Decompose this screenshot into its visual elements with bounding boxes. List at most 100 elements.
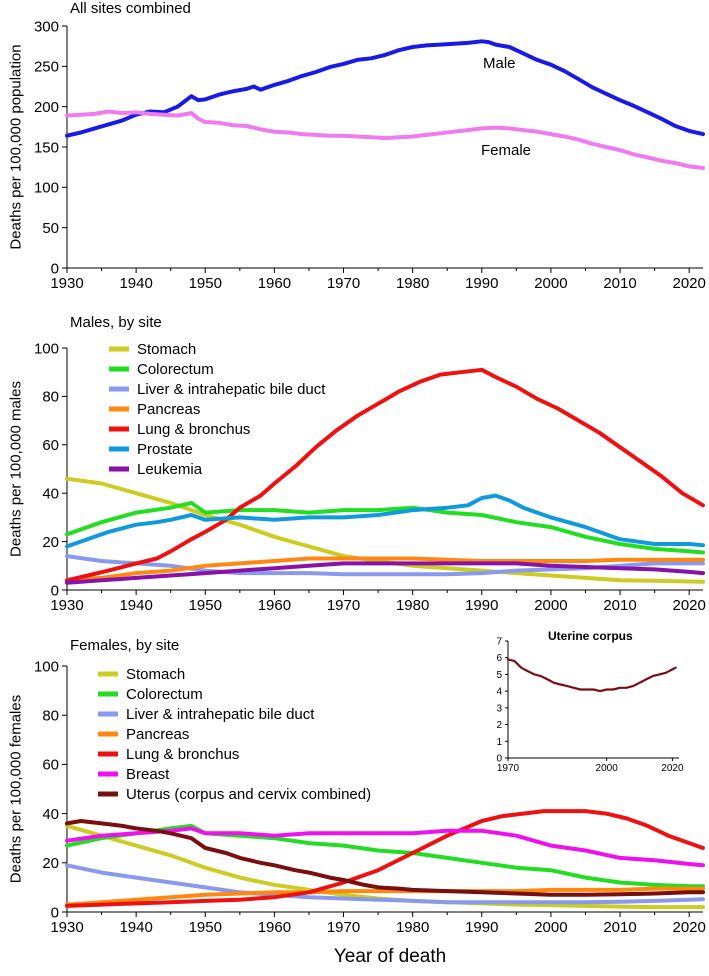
y-tick-label: 80 [42, 389, 59, 406]
data-point [273, 864, 275, 866]
data-point [377, 557, 379, 560]
data-point [342, 516, 345, 519]
data-point [550, 568, 552, 571]
data-point [315, 134, 317, 136]
data-point [101, 901, 103, 903]
data-point [412, 135, 414, 138]
data-point [342, 135, 345, 137]
data-point [204, 900, 206, 902]
data-point [702, 888, 704, 890]
data-point [239, 562, 241, 565]
data-point [578, 420, 580, 422]
data-point [197, 118, 199, 120]
data-point [204, 565, 206, 567]
data-point [336, 429, 338, 431]
data-point [674, 125, 676, 127]
data-point [688, 562, 690, 565]
series-line-leukemia [65, 561, 705, 585]
data-point [688, 888, 690, 890]
y-tick-label: 100 [34, 340, 59, 357]
data-point [460, 371, 462, 373]
data-point [446, 511, 448, 514]
data-point [329, 66, 331, 68]
x-tick-label: 1940 [119, 597, 152, 614]
chart-title: All sites combined [70, 0, 191, 17]
data-point [702, 906, 704, 908]
data-point [342, 890, 345, 892]
data-point [170, 565, 172, 567]
y-tick-label: 50 [42, 220, 59, 237]
data-point [702, 562, 704, 565]
data-point [135, 572, 137, 574]
data-point [560, 683, 562, 686]
data-point [481, 901, 483, 903]
data-point [619, 99, 621, 101]
data-point [520, 667, 522, 669]
data-point [633, 105, 635, 107]
data-point [101, 521, 103, 523]
x-tick-label: 1950 [189, 275, 222, 292]
data-point [658, 673, 660, 676]
data-point [550, 894, 552, 896]
data-point [654, 543, 656, 545]
data-point [246, 125, 248, 127]
data-point [170, 574, 172, 577]
data-point [204, 894, 206, 896]
data-point [584, 526, 587, 528]
data-point [654, 859, 656, 861]
data-point [626, 817, 628, 820]
data-point [107, 570, 110, 572]
y-tick-label: 100 [34, 180, 59, 197]
data-point [356, 135, 358, 138]
data-point [412, 852, 414, 854]
data-point [591, 143, 594, 145]
data-point [66, 579, 68, 581]
data-point [273, 509, 275, 511]
data-point [446, 830, 448, 832]
data-point [370, 57, 372, 59]
data-point [66, 822, 68, 825]
data-point [342, 832, 345, 834]
data-point [647, 825, 649, 827]
x-axis-label: Year of death [334, 946, 446, 967]
data-point [273, 894, 275, 896]
y-tick-label: 3 [496, 703, 502, 714]
data-point [665, 672, 667, 674]
data-point [412, 557, 414, 560]
data-point [481, 127, 483, 129]
data-point [301, 133, 303, 135]
x-tick-label: 2010 [603, 275, 636, 292]
data-point [481, 862, 483, 864]
legend-label: Colorectum [137, 361, 214, 378]
data-point [204, 531, 206, 533]
data-point [584, 905, 587, 907]
data-point [308, 557, 310, 560]
data-point [702, 572, 704, 574]
data-point [94, 127, 96, 129]
y-tick-label: 20 [42, 534, 59, 551]
data-point [584, 810, 587, 812]
data-point [225, 852, 227, 854]
legend-label: Pancreas [126, 726, 189, 743]
data-point [550, 904, 552, 906]
x-tick-label: 1970 [327, 275, 360, 292]
y-tick-label: 0 [51, 904, 59, 921]
data-point [605, 146, 607, 148]
data-point [660, 160, 663, 162]
data-point [550, 565, 552, 567]
data-point [446, 835, 448, 837]
x-tick-label: 1960 [258, 919, 291, 936]
data-point [80, 131, 82, 134]
data-point [591, 86, 594, 88]
y-axis-label: Deaths per 100,000 population [7, 44, 24, 249]
data-point [273, 896, 275, 898]
data-point [101, 837, 103, 839]
data-point [412, 565, 414, 567]
data-point [515, 835, 517, 837]
data-point [170, 507, 172, 509]
data-point [671, 668, 674, 671]
data-point [584, 901, 587, 903]
data-point [599, 690, 601, 692]
data-point [135, 832, 137, 834]
data-point [564, 135, 566, 138]
